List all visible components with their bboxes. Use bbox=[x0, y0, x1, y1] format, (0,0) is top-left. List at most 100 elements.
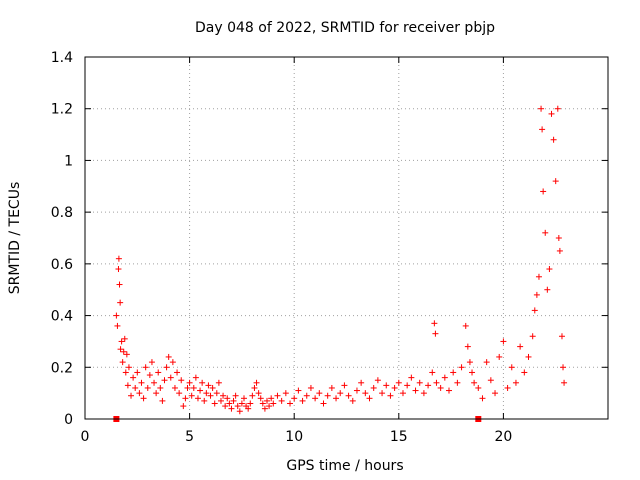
data-point bbox=[278, 397, 285, 404]
data-point bbox=[128, 392, 135, 399]
data-point bbox=[230, 397, 237, 404]
data-point bbox=[282, 390, 289, 397]
data-point bbox=[186, 379, 193, 386]
data-point bbox=[432, 330, 439, 337]
data-point bbox=[144, 384, 151, 391]
data-point bbox=[266, 403, 273, 410]
data-point bbox=[207, 392, 214, 399]
data-point bbox=[161, 377, 168, 384]
data-point bbox=[458, 364, 465, 371]
data-point bbox=[118, 338, 125, 345]
data-point bbox=[500, 338, 507, 345]
data-point bbox=[433, 379, 440, 386]
data-point bbox=[253, 379, 260, 386]
y-tick-label: 0.4 bbox=[51, 309, 73, 325]
data-point bbox=[521, 369, 528, 376]
data-point bbox=[171, 384, 178, 391]
data-point bbox=[247, 400, 254, 407]
grid bbox=[85, 57, 608, 419]
data-point bbox=[140, 395, 147, 402]
data-point bbox=[517, 343, 524, 350]
ticks: 0 5 10 15 20 0 0.2 0.4 0.6 0.8 1 1.2 1.4 bbox=[51, 50, 608, 445]
data-point bbox=[226, 400, 233, 407]
data-point bbox=[529, 333, 536, 340]
data-point bbox=[550, 136, 557, 143]
data-point bbox=[238, 400, 245, 407]
data-point bbox=[554, 105, 561, 112]
data-point bbox=[123, 351, 130, 358]
data-point bbox=[167, 374, 174, 381]
data-point bbox=[176, 390, 183, 397]
data-point bbox=[257, 395, 264, 402]
data-point bbox=[117, 299, 124, 306]
data-point bbox=[512, 379, 519, 386]
data-point bbox=[268, 395, 275, 402]
y-tick-label: 0.8 bbox=[51, 205, 73, 221]
data-point bbox=[353, 387, 360, 394]
y-axis-label: SRMTID / TECUs bbox=[7, 182, 23, 295]
data-point bbox=[120, 348, 127, 355]
x-tick-label: 10 bbox=[285, 429, 303, 445]
data-point bbox=[508, 364, 515, 371]
y-tick-label: 1.2 bbox=[51, 102, 73, 118]
data-point bbox=[341, 382, 348, 389]
data-point bbox=[251, 384, 258, 391]
data-point bbox=[192, 374, 199, 381]
data-point bbox=[374, 377, 381, 384]
data-point bbox=[416, 379, 423, 386]
data-point bbox=[462, 322, 469, 329]
data-point bbox=[469, 369, 476, 376]
data-point bbox=[471, 379, 478, 386]
data-point bbox=[320, 400, 327, 407]
data-point bbox=[466, 359, 473, 366]
data-point bbox=[122, 369, 129, 376]
data-point bbox=[431, 320, 438, 327]
data-point bbox=[483, 359, 490, 366]
data-point bbox=[205, 382, 212, 389]
data-point bbox=[245, 405, 252, 412]
data-point bbox=[136, 390, 143, 397]
data-point bbox=[142, 364, 149, 371]
data-point bbox=[412, 387, 419, 394]
data-point bbox=[217, 397, 224, 404]
data-point bbox=[119, 359, 126, 366]
data-point bbox=[124, 382, 131, 389]
data-point bbox=[228, 405, 235, 412]
data-point bbox=[125, 364, 132, 371]
data-point bbox=[556, 247, 563, 254]
data-point bbox=[255, 390, 262, 397]
y-tick-label: 1 bbox=[64, 153, 73, 169]
data-point bbox=[316, 390, 323, 397]
y-tick-label: 0.6 bbox=[51, 257, 73, 273]
data-point bbox=[548, 110, 555, 117]
data-point bbox=[533, 291, 540, 298]
data-point bbox=[199, 379, 206, 386]
data-point bbox=[264, 397, 271, 404]
x-tick-label: 5 bbox=[185, 429, 194, 445]
data-point bbox=[387, 392, 394, 399]
data-point bbox=[561, 379, 568, 386]
plot-frame bbox=[84, 56, 609, 420]
data-point bbox=[116, 281, 123, 288]
data-point bbox=[132, 384, 139, 391]
data-point bbox=[291, 395, 298, 402]
data-point bbox=[324, 392, 331, 399]
data-point bbox=[178, 377, 185, 384]
data-point bbox=[552, 178, 559, 185]
data-point bbox=[420, 390, 427, 397]
data-point bbox=[328, 384, 335, 391]
data-point bbox=[544, 286, 551, 293]
data-point bbox=[441, 374, 448, 381]
data-point bbox=[450, 369, 457, 376]
data-point bbox=[349, 397, 356, 404]
data-point bbox=[155, 369, 162, 376]
data-point bbox=[358, 379, 365, 386]
data-point bbox=[383, 382, 390, 389]
data-point bbox=[184, 384, 191, 391]
data-point bbox=[437, 384, 444, 391]
data-point bbox=[538, 105, 545, 112]
data-point bbox=[197, 387, 204, 394]
data-point bbox=[236, 408, 243, 415]
data-point bbox=[115, 266, 122, 273]
